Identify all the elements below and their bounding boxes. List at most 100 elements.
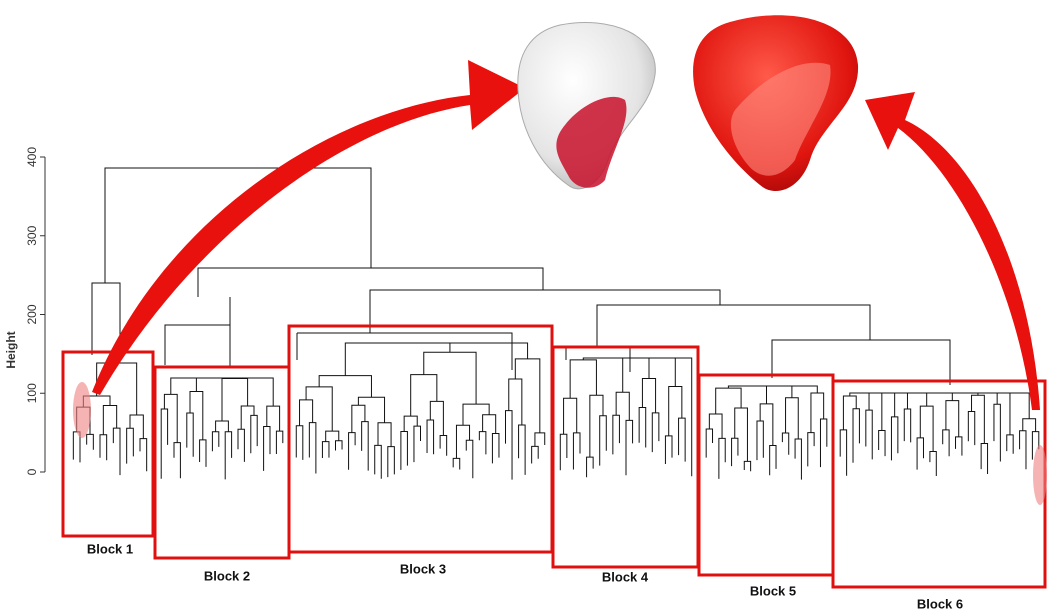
branch <box>189 391 204 440</box>
branch <box>878 430 886 457</box>
branch <box>86 433 94 450</box>
branch <box>129 414 144 439</box>
branch <box>139 438 148 472</box>
branch <box>599 415 607 466</box>
branch <box>462 403 490 426</box>
branch <box>197 267 544 297</box>
branch <box>266 405 281 432</box>
branch <box>299 399 314 426</box>
block-label: Block 6 <box>917 596 963 611</box>
branch <box>865 409 873 460</box>
branch <box>781 432 790 455</box>
branch <box>842 395 857 430</box>
branch <box>967 411 976 446</box>
branch <box>403 415 418 432</box>
block-label: Block 4 <box>602 569 649 584</box>
branch <box>708 413 723 439</box>
branch <box>369 289 721 333</box>
branch <box>531 445 539 464</box>
branch <box>563 397 578 435</box>
branch <box>743 460 752 472</box>
block-label: Block 1 <box>87 541 133 556</box>
branch <box>455 424 471 459</box>
branch <box>916 437 924 470</box>
branch <box>612 414 620 455</box>
arrows <box>92 60 1040 410</box>
branch <box>164 297 231 368</box>
branch <box>413 425 421 463</box>
branch <box>731 437 739 467</box>
branch <box>491 433 500 464</box>
branch <box>465 439 474 479</box>
branch <box>221 378 249 422</box>
branch <box>945 400 960 437</box>
branch <box>237 428 245 462</box>
branch <box>514 358 541 433</box>
branch <box>839 429 848 476</box>
branch <box>638 407 647 448</box>
branch <box>305 386 333 432</box>
branch <box>321 441 330 459</box>
branch <box>572 432 581 470</box>
branch <box>993 403 1001 462</box>
block-boxes <box>61 324 1047 589</box>
dendrogram <box>72 167 1040 480</box>
branch <box>429 400 444 436</box>
branch <box>160 408 169 479</box>
surface <box>730 62 831 176</box>
branch <box>163 393 178 443</box>
branch <box>452 457 461 470</box>
branch <box>99 434 108 461</box>
branch <box>919 405 934 452</box>
highlight <box>1033 445 1047 505</box>
branch <box>705 428 714 458</box>
block-box <box>61 350 155 538</box>
branch <box>942 429 950 457</box>
branch <box>400 431 408 470</box>
block-label: Block 3 <box>400 561 446 576</box>
branch <box>901 392 928 407</box>
branch <box>596 304 871 348</box>
branch <box>377 422 392 447</box>
branch <box>955 436 963 456</box>
tick-label: 400 <box>25 147 39 167</box>
branch <box>275 430 284 455</box>
branch <box>753 385 818 394</box>
branch <box>929 451 937 477</box>
branch <box>186 412 194 457</box>
branch <box>508 378 523 425</box>
branch <box>426 419 435 455</box>
branch <box>771 339 951 385</box>
branch <box>250 414 258 454</box>
tick-label: 200 <box>25 304 39 324</box>
shape-red <box>693 15 859 192</box>
branch <box>819 418 828 468</box>
branch <box>1003 392 1030 419</box>
branch <box>173 442 181 479</box>
branch <box>868 392 883 431</box>
branch <box>482 414 497 434</box>
branch <box>890 416 899 461</box>
branch <box>224 431 233 480</box>
branch <box>308 422 317 474</box>
branch <box>112 427 121 476</box>
block-box <box>831 379 1047 589</box>
tick-label: 100 <box>25 383 39 403</box>
arrow <box>865 92 1040 410</box>
branch <box>903 408 912 443</box>
block-label: Block 5 <box>750 583 796 598</box>
branch <box>209 377 274 407</box>
branch <box>351 404 366 433</box>
branch <box>559 433 568 471</box>
branch <box>674 357 693 477</box>
branch <box>335 440 343 451</box>
branch <box>91 282 121 355</box>
branch <box>641 377 657 413</box>
branch <box>810 392 825 433</box>
branch <box>759 403 774 446</box>
branch <box>505 410 513 480</box>
branch <box>718 437 726 479</box>
branch <box>423 351 477 405</box>
branch <box>1006 434 1014 454</box>
